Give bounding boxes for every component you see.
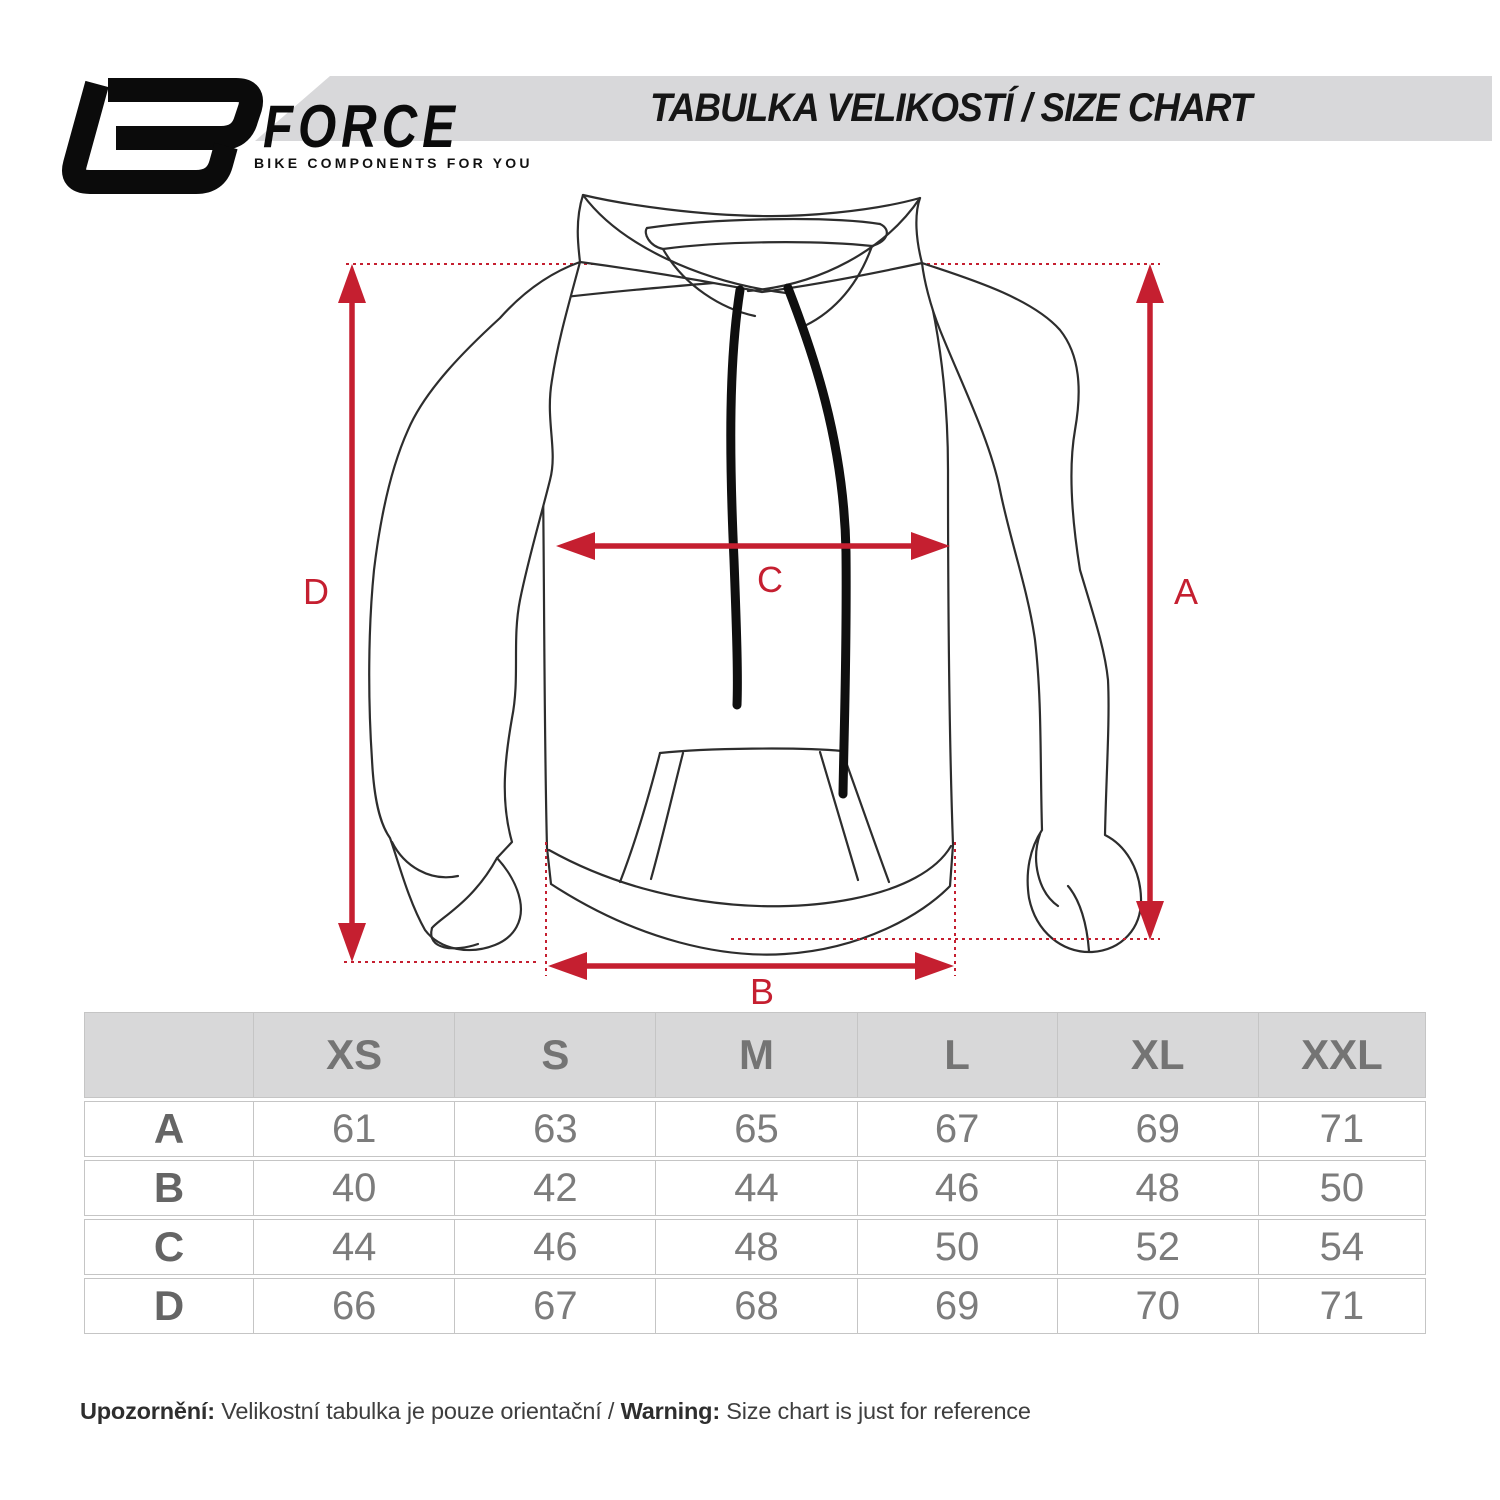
- force-f-monogram-icon: [62, 78, 263, 194]
- dimension-overlays: D A C B: [303, 264, 1198, 1012]
- table-row-a: A 61 63 65 67 69 71: [84, 1101, 1426, 1157]
- table-row-b: B 40 42 44 46 48 50: [84, 1160, 1426, 1216]
- size-cell: 68: [655, 1278, 857, 1334]
- right-cuff-folds: [1035, 832, 1091, 953]
- size-column-header-xxl: XXL: [1257, 1012, 1426, 1098]
- warning-text-cs: Velikostní tabulka je pouze orientační /: [214, 1398, 621, 1424]
- size-cell: 69: [1056, 1101, 1258, 1157]
- size-column-header-xs: XS: [253, 1012, 455, 1098]
- arrow-heads: [338, 264, 1164, 980]
- row-label-d: D: [84, 1278, 254, 1334]
- size-cell: 46: [454, 1219, 656, 1275]
- size-cell: 50: [856, 1219, 1057, 1275]
- row-label-a: A: [84, 1101, 254, 1157]
- warning-note: Upozornění: Velikostní tabulka je pouze …: [80, 1398, 1031, 1425]
- warning-label-en: Warning:: [620, 1398, 721, 1424]
- table-row-c: C 44 46 48 50 52 54: [84, 1219, 1426, 1275]
- dimension-label-d: D: [303, 571, 329, 612]
- size-cell: 65: [655, 1101, 857, 1157]
- size-column-header-s: S: [454, 1012, 656, 1098]
- row-label-c: C: [84, 1219, 254, 1275]
- brand-logo: FORCE BIKE COMPONENTS FOR YOU: [0, 0, 620, 210]
- left-cuff-folds: [390, 840, 499, 950]
- drawstrings: [726, 283, 851, 799]
- size-cell: 67: [454, 1278, 656, 1334]
- warning-label-cs: Upozornění:: [80, 1398, 215, 1424]
- size-cell: 42: [454, 1160, 656, 1216]
- hood-details: [581, 193, 922, 330]
- size-cell: 63: [454, 1101, 656, 1157]
- size-cell: 67: [856, 1101, 1057, 1157]
- size-cell: 44: [655, 1160, 857, 1216]
- table-row-d: D 66 67 68 69 70 71: [84, 1278, 1426, 1334]
- size-table-head: XS S M L XL XXL: [84, 1012, 1426, 1098]
- size-column-header-xl: XL: [1056, 1012, 1258, 1098]
- size-table-body: A 61 63 65 67 69 71 B 40 42 44 46 48 50 C 44 46 48 50 52 54 D…: [84, 1101, 1426, 1334]
- brand-tagline: BIKE COMPONENTS FOR YOU: [254, 155, 533, 171]
- title-band: TABULKA VELIKOSTÍ / SIZE CHART: [255, 76, 1492, 141]
- size-cell: 44: [253, 1219, 455, 1275]
- size-cell: 70: [1056, 1278, 1258, 1334]
- dimension-label-a: A: [1174, 571, 1198, 612]
- hoodie-torso: [538, 261, 955, 956]
- right-sleeve: [920, 261, 1143, 954]
- size-chart-table: XS S M L XL XXL A 61 63 65 67 69 71 B 40 42 44 46 48 50 C 44…: [84, 1009, 1426, 1337]
- size-cell: 61: [253, 1101, 455, 1157]
- left-sleeve: [368, 260, 582, 952]
- row-label-b: B: [84, 1160, 254, 1216]
- size-column-header-l: L: [856, 1012, 1057, 1098]
- hem-seam: [547, 844, 953, 908]
- size-column-header-m: M: [655, 1012, 857, 1098]
- corner-cell: [84, 1012, 254, 1098]
- warning-text-en: Size chart is just for reference: [719, 1398, 1031, 1424]
- hoodie-drawing: [368, 193, 1143, 956]
- page-title: TABULKA VELIKOSTÍ / SIZE CHART: [650, 86, 1252, 130]
- brand-wordmark: FORCE: [263, 93, 460, 160]
- size-cell: 69: [856, 1278, 1057, 1334]
- dimension-label-b: B: [750, 971, 774, 1012]
- size-cell: 48: [655, 1219, 857, 1275]
- size-cell: 50: [1257, 1160, 1426, 1216]
- size-cell: 48: [1056, 1160, 1258, 1216]
- size-cell: 40: [253, 1160, 455, 1216]
- size-cell: 71: [1257, 1101, 1426, 1157]
- dimension-label-c: C: [757, 559, 783, 600]
- size-cell: 52: [1056, 1219, 1258, 1275]
- size-cell: 46: [856, 1160, 1057, 1216]
- size-cell: 71: [1257, 1278, 1426, 1334]
- size-cell: 66: [253, 1278, 455, 1334]
- size-cell: 54: [1257, 1219, 1426, 1275]
